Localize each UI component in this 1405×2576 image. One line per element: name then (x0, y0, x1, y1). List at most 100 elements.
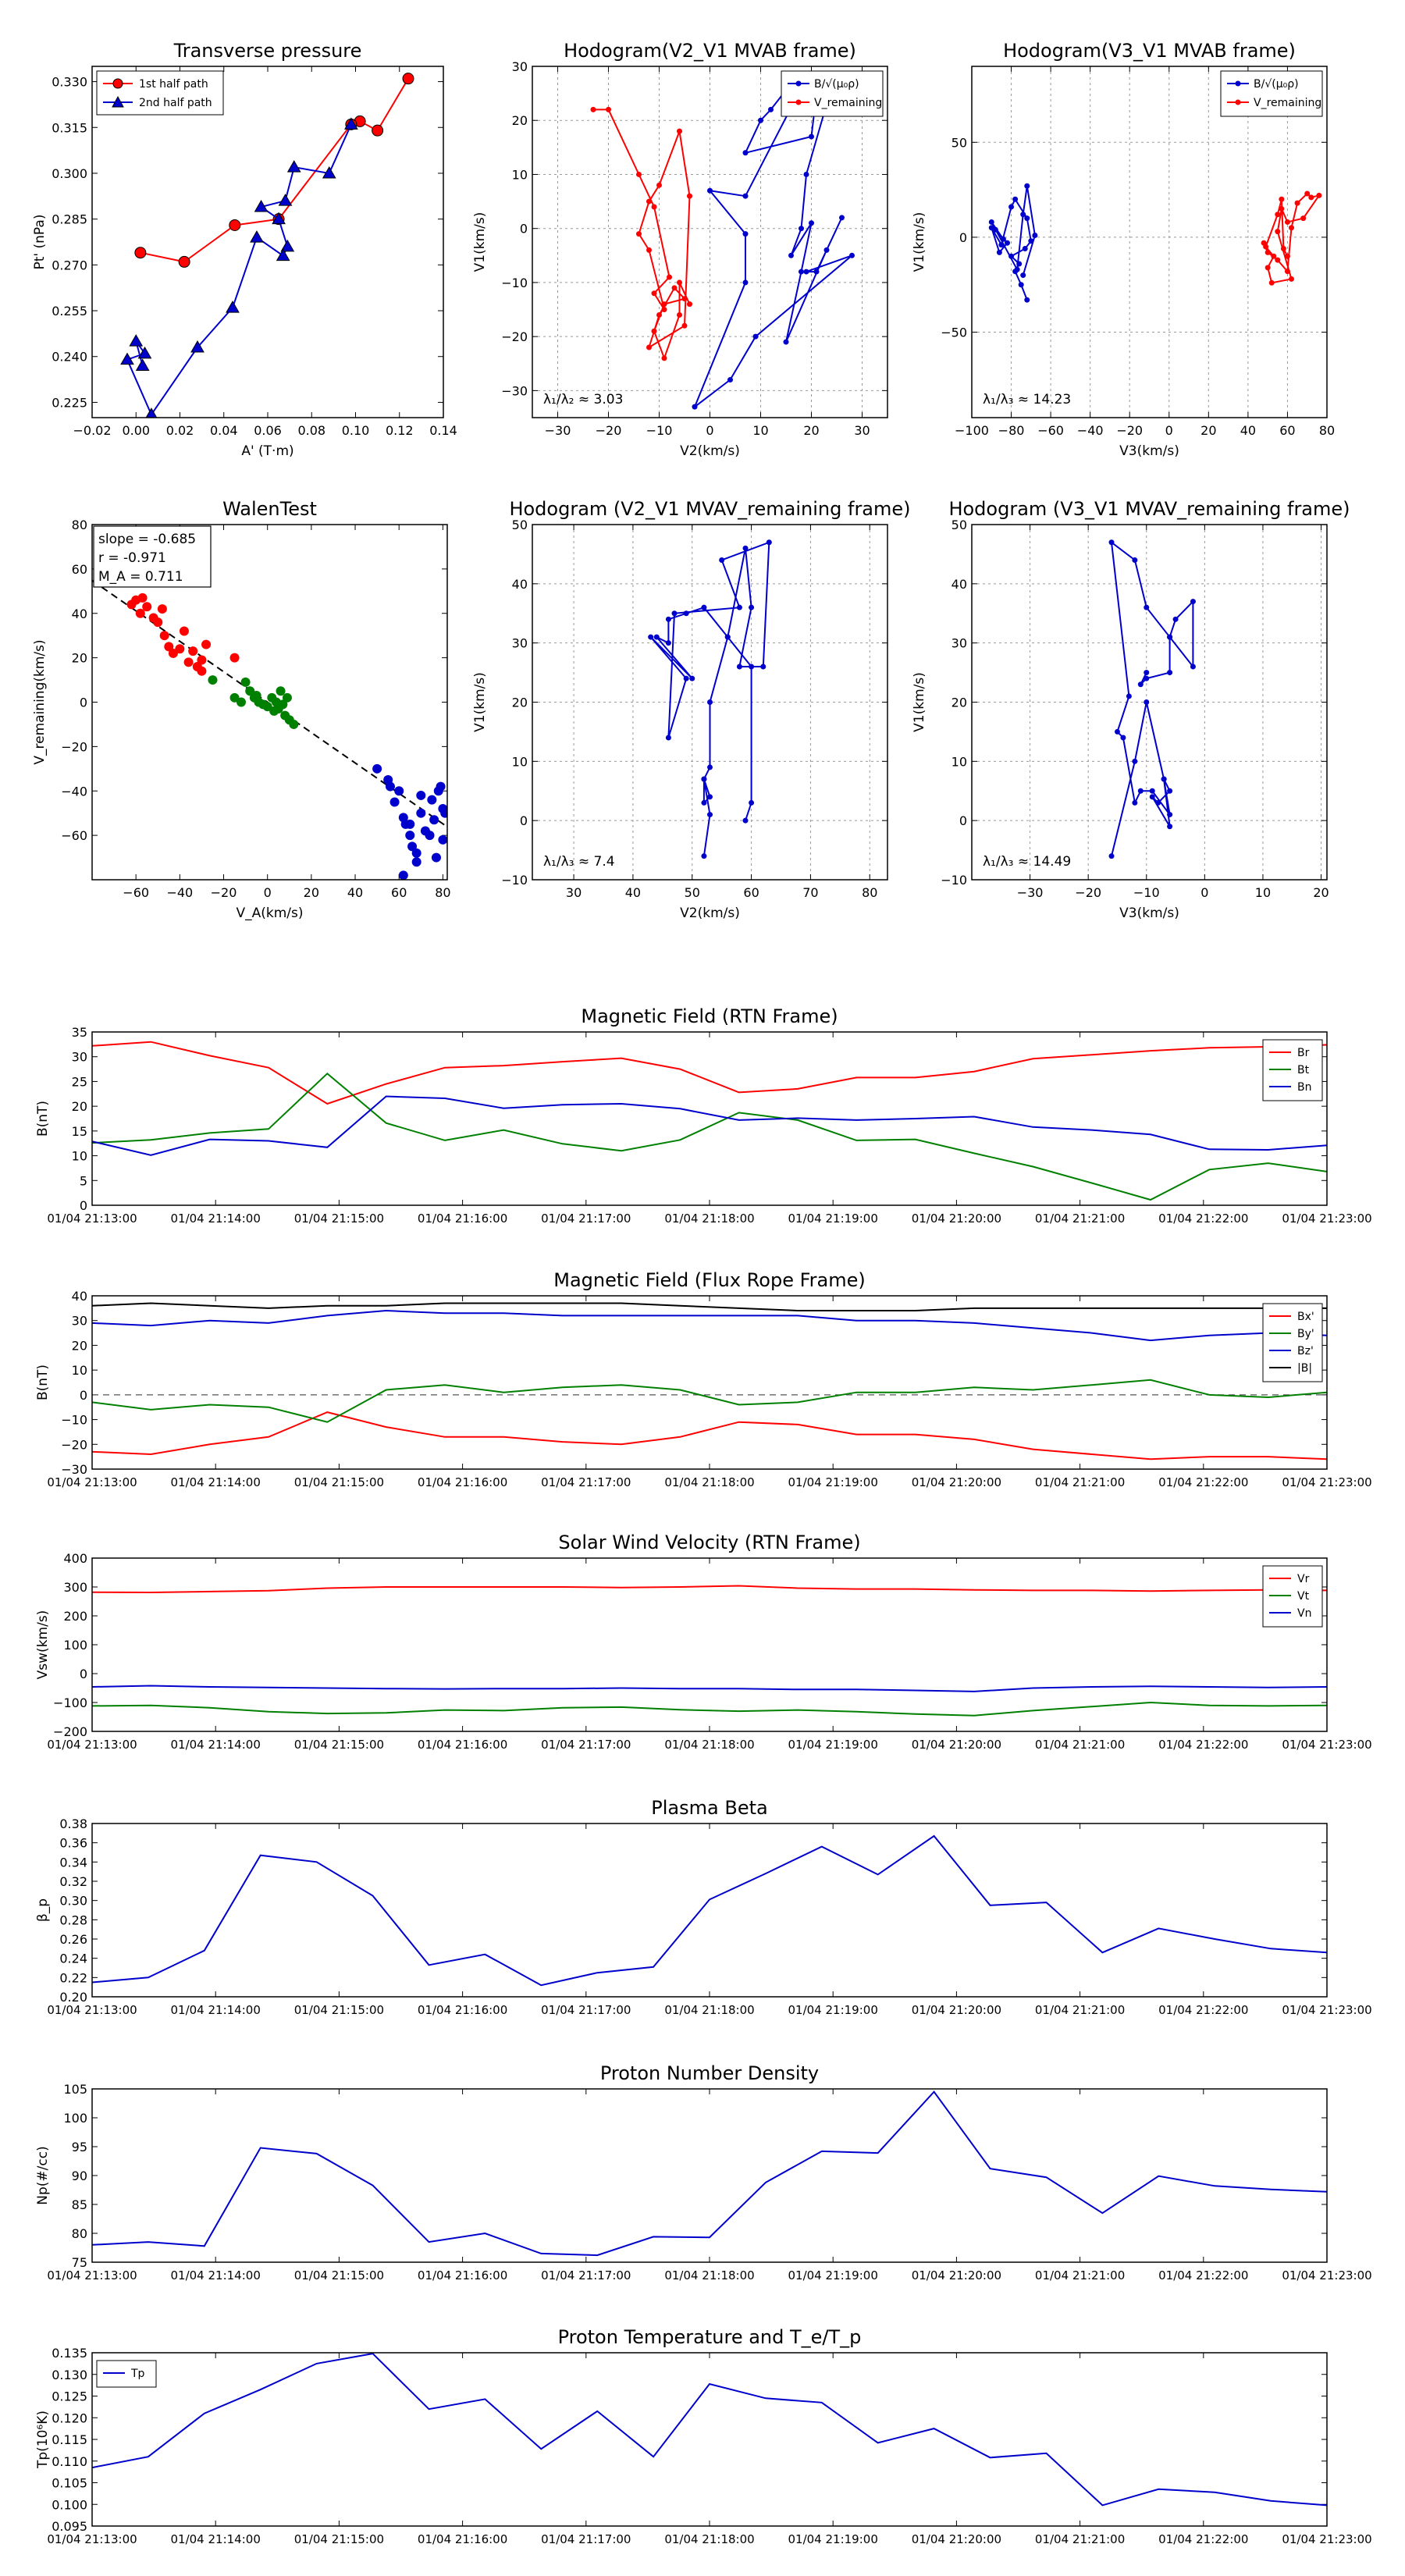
data-point (183, 657, 194, 667)
x-tick-label: 01/04 21:14:00 (171, 2003, 261, 2017)
x-axis-label: A' (T·m) (241, 443, 293, 459)
data-point (1308, 194, 1314, 201)
y-axis-label: Vsw(km/s) (35, 1610, 51, 1680)
data-point (766, 539, 772, 546)
data-point (286, 160, 301, 173)
data-point (344, 117, 358, 130)
data-point (322, 165, 336, 179)
magnetic-field-flux-rope-chart: Magnetic Field (Flux Rope Frame) −30 −20 −1… (35, 1269, 1372, 1489)
data-point (1271, 253, 1277, 259)
data-point (1167, 788, 1173, 794)
magnetic-field-rtn-chart: Magnetic Field (RTN Frame) 0 5 10 15 20 25 30 35… (35, 1005, 1372, 1226)
legend-label: Tp (130, 2368, 145, 2380)
x-tick-label: −40 (166, 885, 193, 900)
y-tick-label: 400 (63, 1551, 87, 1566)
axes-frame (971, 524, 1328, 881)
y-tick-label: 105 (63, 2082, 87, 2097)
x-tick-label: 20 (1313, 885, 1329, 900)
data-point (687, 193, 692, 199)
data-point (683, 610, 689, 617)
data-point (1028, 238, 1034, 244)
data-point (1280, 246, 1286, 252)
axes-frame (532, 524, 888, 881)
data-point (742, 193, 749, 199)
y-tick-label: 100 (63, 2111, 87, 2126)
legend-label: 1st half path (139, 78, 208, 91)
series-line-Bx' (92, 1411, 1327, 1461)
series-line-Bn (92, 1095, 1327, 1156)
stats-text: M_A = 0.711 (98, 569, 183, 585)
data-point (251, 690, 261, 700)
y-axis-label: V1(km/s) (912, 672, 927, 732)
data-point (1155, 799, 1161, 806)
x-tick-label: 80 (862, 885, 877, 900)
y-tick-label: 0.110 (52, 2454, 87, 2469)
chart-title: Magnetic Field (RTN Frame) (581, 1005, 838, 1027)
plot-area (92, 1302, 1327, 1461)
data-point (752, 333, 759, 340)
data-point (799, 226, 804, 232)
legend-label: V_remaining (1254, 97, 1321, 109)
x-tick-label: 40 (347, 885, 363, 900)
legend-marker (112, 78, 123, 89)
y-tick-label: 0.130 (52, 2368, 87, 2382)
data-point (282, 692, 292, 703)
y-axis-label: B(nT) (35, 1101, 51, 1137)
data-point (425, 831, 435, 841)
data-point (269, 706, 279, 716)
data-point (394, 786, 404, 796)
data-point (1108, 539, 1115, 546)
legend-marker (795, 80, 802, 87)
data-point (137, 346, 152, 359)
series-line-V_remaining (593, 109, 691, 361)
data-point (736, 664, 742, 670)
x-tick-label: 01/04 21:22:00 (1158, 2003, 1248, 2017)
chart-title: Solar Wind Velocity (RTN Frame) (558, 1532, 860, 1553)
y-tick-label: −30 (61, 1462, 87, 1477)
y-tick-label: −50 (941, 326, 967, 340)
x-tick-label: 0 (706, 423, 713, 438)
y-tick-label: 0.135 (52, 2346, 87, 2361)
data-point (229, 653, 240, 663)
data-point (272, 212, 286, 225)
x-tick-label: 20 (304, 885, 319, 900)
x-tick-label: 01/04 21:17:00 (541, 1212, 631, 1226)
data-point (135, 608, 145, 618)
y-tick-label: 0.100 (52, 2497, 87, 2512)
x-tick-label: 01/04 21:15:00 (294, 1212, 384, 1226)
chart-title: Plasma Beta (651, 1797, 767, 1819)
data-point (742, 279, 749, 286)
series-line-V_remaining (1263, 192, 1321, 284)
plot-area (120, 73, 414, 418)
x-tick-label: 01/04 21:22:00 (1158, 1738, 1248, 1752)
data-point (1144, 699, 1150, 705)
data-point (1304, 190, 1311, 197)
data-point (687, 301, 692, 308)
data-point (1149, 788, 1155, 794)
data-point (656, 182, 662, 188)
legend-label: B/√(μ₀ρ) (814, 78, 859, 91)
chart-title: Hodogram (V2_V1 MVAV_remaining frame) (509, 498, 910, 520)
y-tick-label: 40 (512, 577, 528, 592)
data-point (175, 644, 185, 654)
data-point (1275, 212, 1281, 218)
y-tick-label: 90 (72, 2169, 87, 2183)
x-tick-label: 0 (1200, 885, 1208, 900)
x-tick-label: 50 (685, 885, 700, 900)
y-tick-label: 0.330 (52, 75, 87, 90)
data-point (1167, 634, 1173, 640)
data-point (1120, 735, 1126, 741)
data-point (197, 666, 207, 676)
y-tick-label: 0.115 (52, 2432, 87, 2447)
y-tick-label: 0.105 (52, 2476, 87, 2491)
chart-title: Magnetic Field (Flux Rope Frame) (553, 1269, 865, 1291)
y-tick-label: 20 (72, 1338, 87, 1353)
y-tick-label: 20 (512, 113, 528, 128)
y-tick-label: 10 (72, 1149, 87, 1164)
data-point (803, 269, 809, 275)
y-tick-label: 0.22 (59, 1970, 87, 1985)
y-tick-label: 40 (72, 607, 87, 621)
x-tick-label: 01/04 21:14:00 (171, 2532, 261, 2546)
x-tick-label: 01/04 21:19:00 (788, 1738, 878, 1752)
data-point (429, 815, 439, 825)
